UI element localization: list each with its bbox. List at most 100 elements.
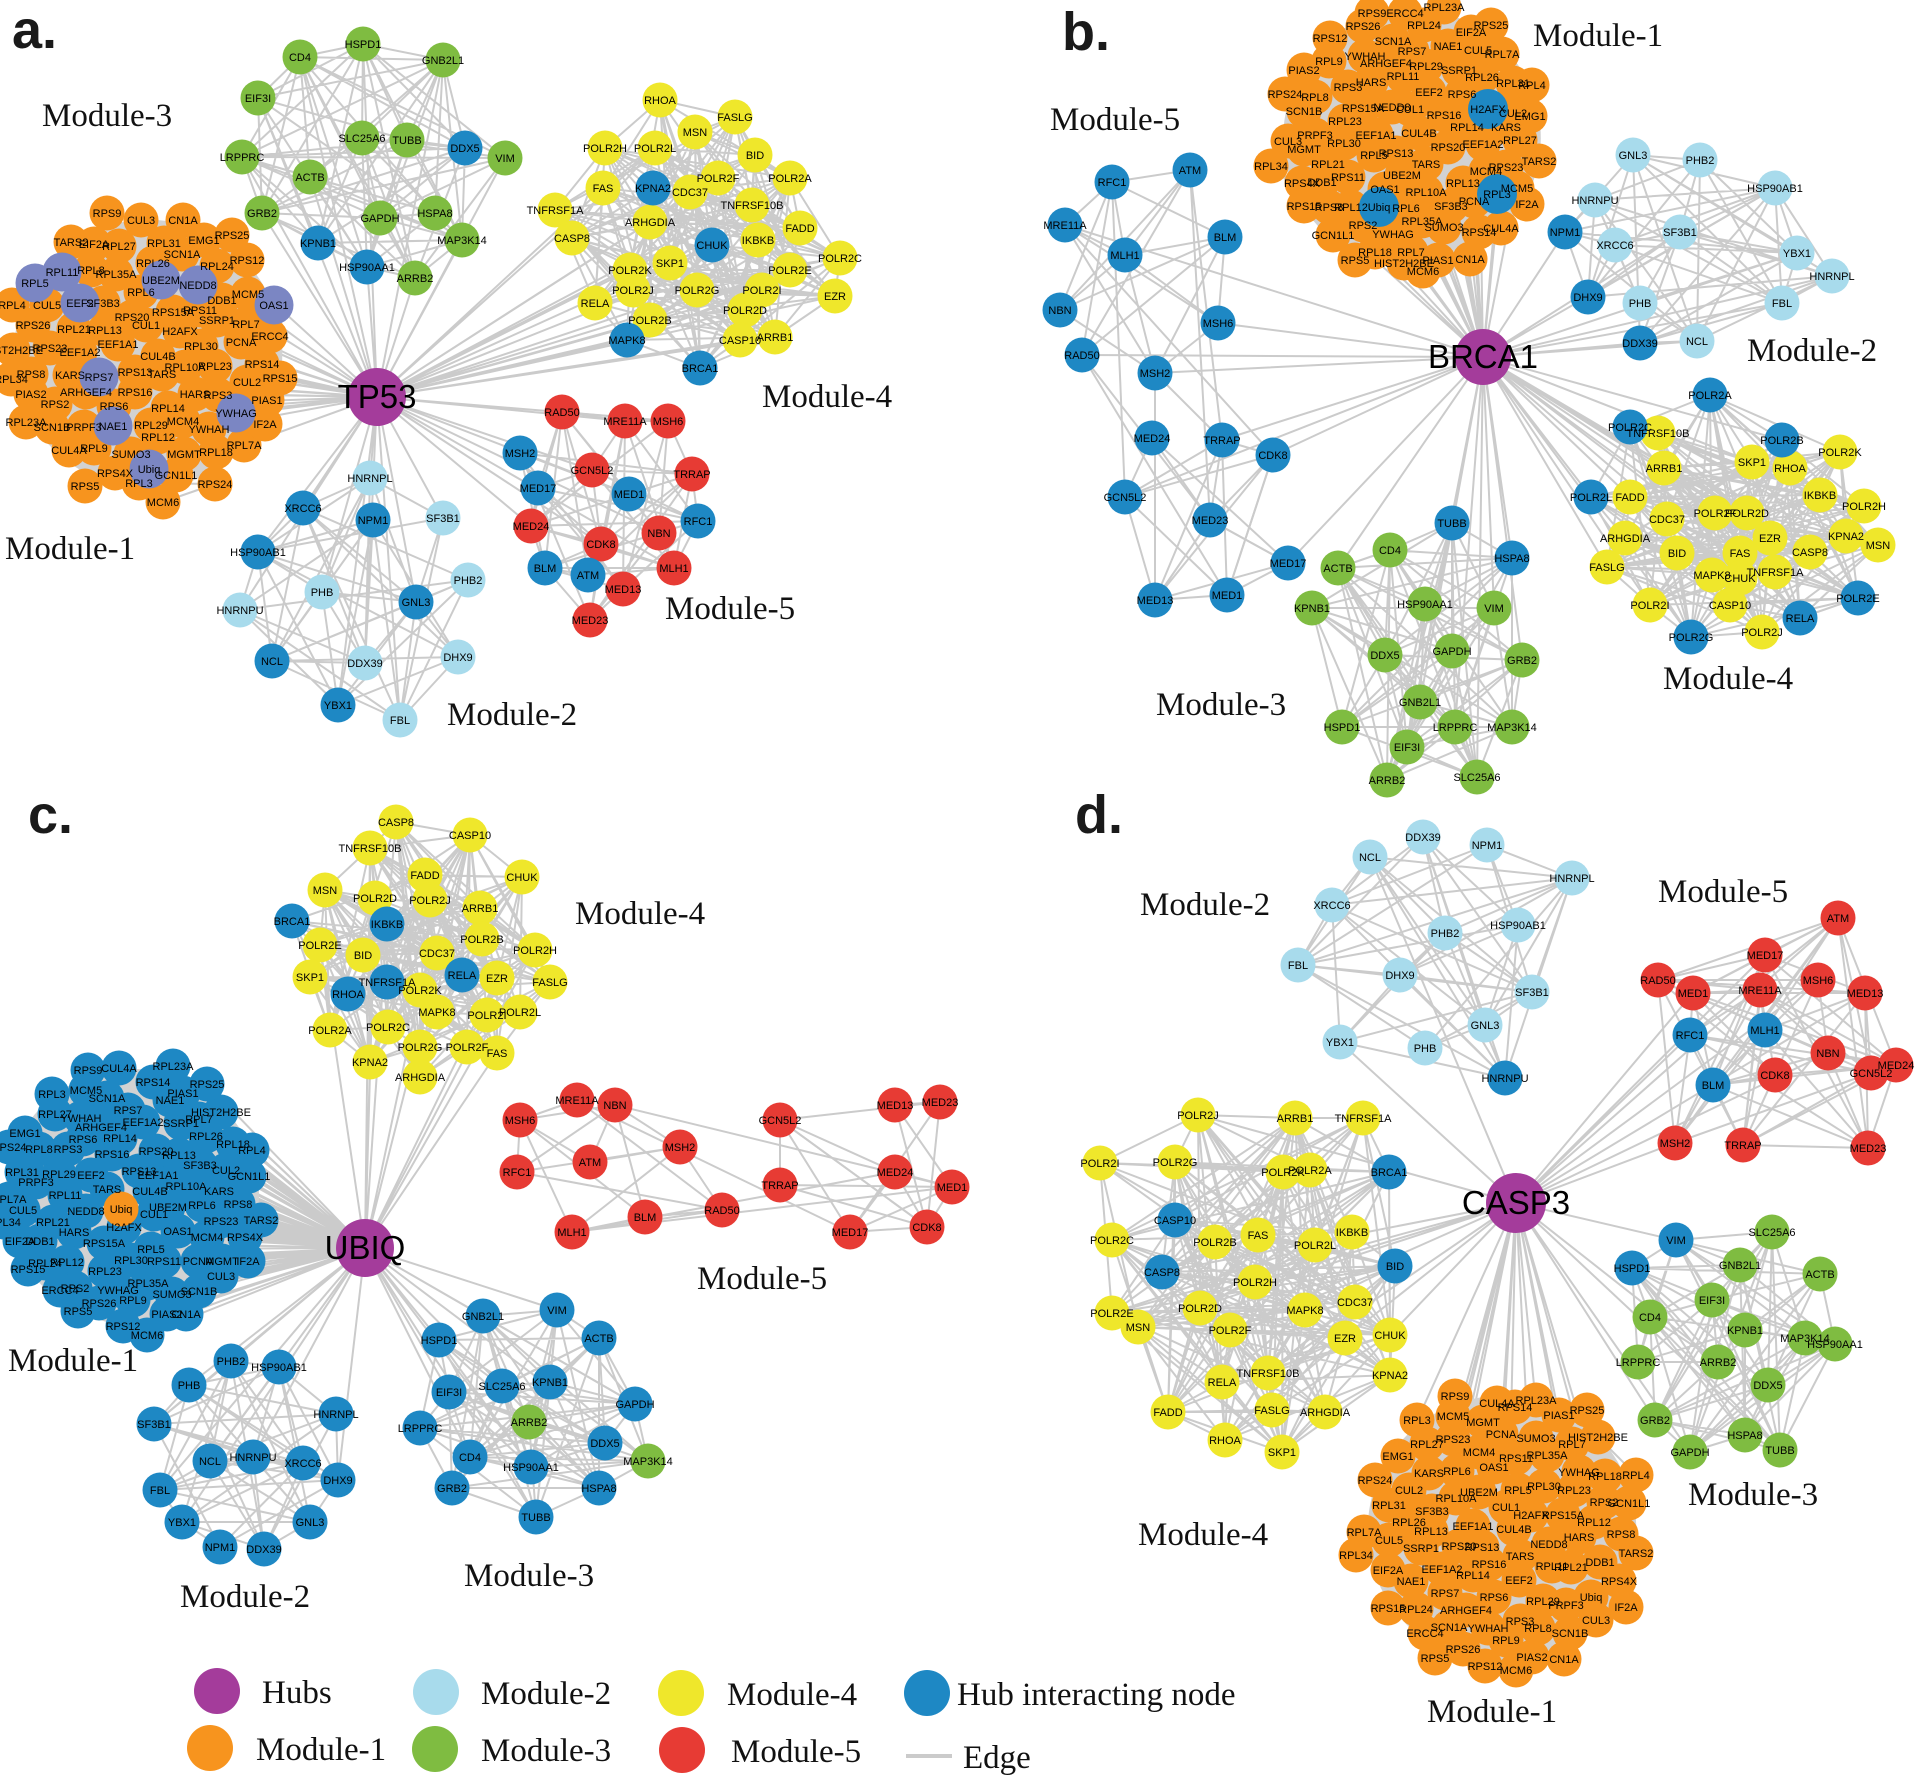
svg-text:PCNA: PCNA: [1486, 1429, 1517, 1441]
svg-text:RPL4: RPL4: [1622, 1470, 1650, 1482]
svg-text:POLR2J: POLR2J: [1741, 627, 1783, 639]
svg-text:RPL7A: RPL7A: [1485, 49, 1521, 61]
svg-text:POLR2J: POLR2J: [612, 285, 654, 297]
svg-text:Module-3: Module-3: [481, 1733, 611, 1769]
svg-text:Module-3: Module-3: [1156, 687, 1286, 723]
svg-text:RPL24: RPL24: [1407, 20, 1441, 32]
svg-text:IKBKB: IKBKB: [1336, 1227, 1368, 1239]
svg-text:MRE11A: MRE11A: [603, 416, 647, 428]
svg-text:RELA: RELA: [1786, 613, 1815, 625]
svg-text:CUL2: CUL2: [212, 1165, 240, 1177]
svg-text:LRPPRC: LRPPRC: [398, 1423, 443, 1435]
svg-text:RPL26: RPL26: [136, 258, 170, 270]
svg-text:RPL18: RPL18: [199, 447, 233, 459]
svg-text:NCL: NCL: [1359, 852, 1381, 864]
svg-text:RPS24: RPS24: [1358, 1475, 1393, 1487]
svg-text:RPL23: RPL23: [1328, 116, 1362, 128]
svg-text:CUL4A: CUL4A: [1479, 1398, 1515, 1410]
svg-text:RPS11: RPS11: [147, 1256, 181, 1268]
svg-text:PIAS2: PIAS2: [151, 1309, 182, 1321]
svg-text:Module-1: Module-1: [1427, 1694, 1557, 1730]
svg-text:SLC25A6: SLC25A6: [1453, 772, 1500, 784]
svg-text:ARHGEF4: ARHGEF4: [75, 1122, 127, 1134]
svg-text:POLR2H: POLR2H: [1233, 1277, 1277, 1289]
svg-text:RPL24: RPL24: [28, 1258, 62, 1270]
svg-text:XRCC6: XRCC6: [1313, 900, 1350, 912]
svg-text:EIF3I: EIF3I: [436, 1387, 462, 1399]
svg-text:RPS20: RPS20: [1442, 1541, 1477, 1553]
svg-text:NCL: NCL: [261, 656, 283, 668]
svg-text:RPL21: RPL21: [1311, 159, 1345, 171]
svg-text:HSPA8: HSPA8: [1494, 553, 1529, 565]
svg-text:RPL7A: RPL7A: [1347, 1527, 1383, 1539]
svg-text:EEF1A1: EEF1A1: [98, 339, 139, 351]
svg-text:GCN1L1: GCN1L1: [155, 470, 198, 482]
svg-text:RPL31: RPL31: [1496, 78, 1530, 90]
svg-text:FASLG: FASLG: [532, 977, 567, 989]
svg-text:LRPPRC: LRPPRC: [1616, 1357, 1661, 1369]
svg-text:CUL4B: CUL4B: [140, 351, 175, 363]
svg-text:RPS13: RPS13: [1465, 1542, 1500, 1554]
svg-text:RPL14: RPL14: [103, 1133, 137, 1145]
svg-text:MED23: MED23: [572, 615, 609, 627]
svg-text:NPM1: NPM1: [1472, 840, 1503, 852]
svg-text:GNL3: GNL3: [1471, 1020, 1500, 1032]
svg-text:POLR2B: POLR2B: [1760, 435, 1803, 447]
svg-text:CUL3: CUL3: [127, 215, 155, 227]
svg-text:HSPA8: HSPA8: [581, 1483, 616, 1495]
svg-text:MSN: MSN: [1866, 540, 1891, 552]
svg-text:POLR2D: POLR2D: [723, 305, 767, 317]
svg-text:MGMT: MGMT: [1287, 144, 1321, 156]
svg-text:POLR2E: POLR2E: [1090, 1308, 1133, 1320]
svg-text:RPL7: RPL7: [1558, 1439, 1586, 1451]
svg-text:SUMO3: SUMO3: [152, 1289, 191, 1301]
svg-text:HSP90AB1: HSP90AB1: [251, 1362, 307, 1374]
svg-text:XRCC6: XRCC6: [284, 503, 321, 515]
svg-text:CHUK: CHUK: [696, 240, 728, 252]
svg-text:RPS9: RPS9: [93, 208, 122, 220]
svg-text:POLR2A: POLR2A: [308, 1025, 352, 1037]
svg-text:RPS5: RPS5: [1421, 1653, 1450, 1665]
svg-text:IKBKB: IKBKB: [371, 919, 403, 931]
svg-text:HSP90AB1: HSP90AB1: [230, 547, 286, 559]
svg-text:CUL4B: CUL4B: [1496, 1524, 1531, 1536]
svg-text:RPL34: RPL34: [0, 374, 28, 386]
svg-text:Module-3: Module-3: [42, 98, 172, 134]
svg-text:MSH6: MSH6: [653, 416, 684, 428]
svg-text:RPL24: RPL24: [1399, 1604, 1433, 1616]
svg-text:GNB2L1: GNB2L1: [462, 1311, 504, 1323]
svg-text:MCM6: MCM6: [147, 497, 179, 509]
svg-text:EZR: EZR: [1334, 1333, 1356, 1345]
svg-text:CUL1: CUL1: [1492, 1502, 1520, 1514]
svg-text:GNL3: GNL3: [402, 597, 431, 609]
svg-text:POLR2B: POLR2B: [628, 315, 671, 327]
svg-text:ARHGDIA: ARHGDIA: [395, 1072, 446, 1084]
svg-text:RPL34: RPL34: [1254, 161, 1288, 173]
svg-text:SF3B3: SF3B3: [183, 1160, 217, 1172]
svg-text:NAE1: NAE1: [99, 421, 128, 433]
svg-text:RPS13: RPS13: [1379, 148, 1414, 160]
svg-text:CDK8: CDK8: [1760, 1070, 1789, 1082]
svg-text:GCN5L2: GCN5L2: [1104, 492, 1147, 504]
svg-text:Module-4: Module-4: [575, 896, 705, 932]
svg-text:POLR2C: POLR2C: [1090, 1235, 1134, 1247]
svg-text:MLH1: MLH1: [557, 1227, 586, 1239]
svg-text:EIF3I: EIF3I: [1394, 742, 1420, 754]
svg-text:FBL: FBL: [150, 1485, 170, 1497]
svg-text:SUMO3: SUMO3: [1516, 1433, 1555, 1445]
svg-text:RPL23: RPL23: [198, 361, 232, 373]
svg-text:MCM6: MCM6: [131, 1330, 163, 1342]
svg-text:RPS5: RPS5: [71, 481, 100, 493]
svg-text:FASLG: FASLG: [717, 112, 752, 124]
svg-text:RPL5: RPL5: [137, 1244, 165, 1256]
svg-text:RPL7A: RPL7A: [0, 1194, 27, 1206]
svg-text:ATM: ATM: [1827, 913, 1849, 925]
svg-text:TUBB: TUBB: [521, 1512, 550, 1524]
svg-text:DDX5: DDX5: [450, 143, 479, 155]
svg-text:GNL3: GNL3: [1619, 150, 1648, 162]
svg-text:RPL8: RPL8: [1301, 92, 1329, 104]
svg-text:YWHAG: YWHAG: [215, 408, 257, 420]
svg-text:DDX5: DDX5: [1753, 1380, 1782, 1392]
svg-text:RPS23: RPS23: [1436, 1434, 1471, 1446]
svg-text:GNB2L1: GNB2L1: [1399, 697, 1441, 709]
